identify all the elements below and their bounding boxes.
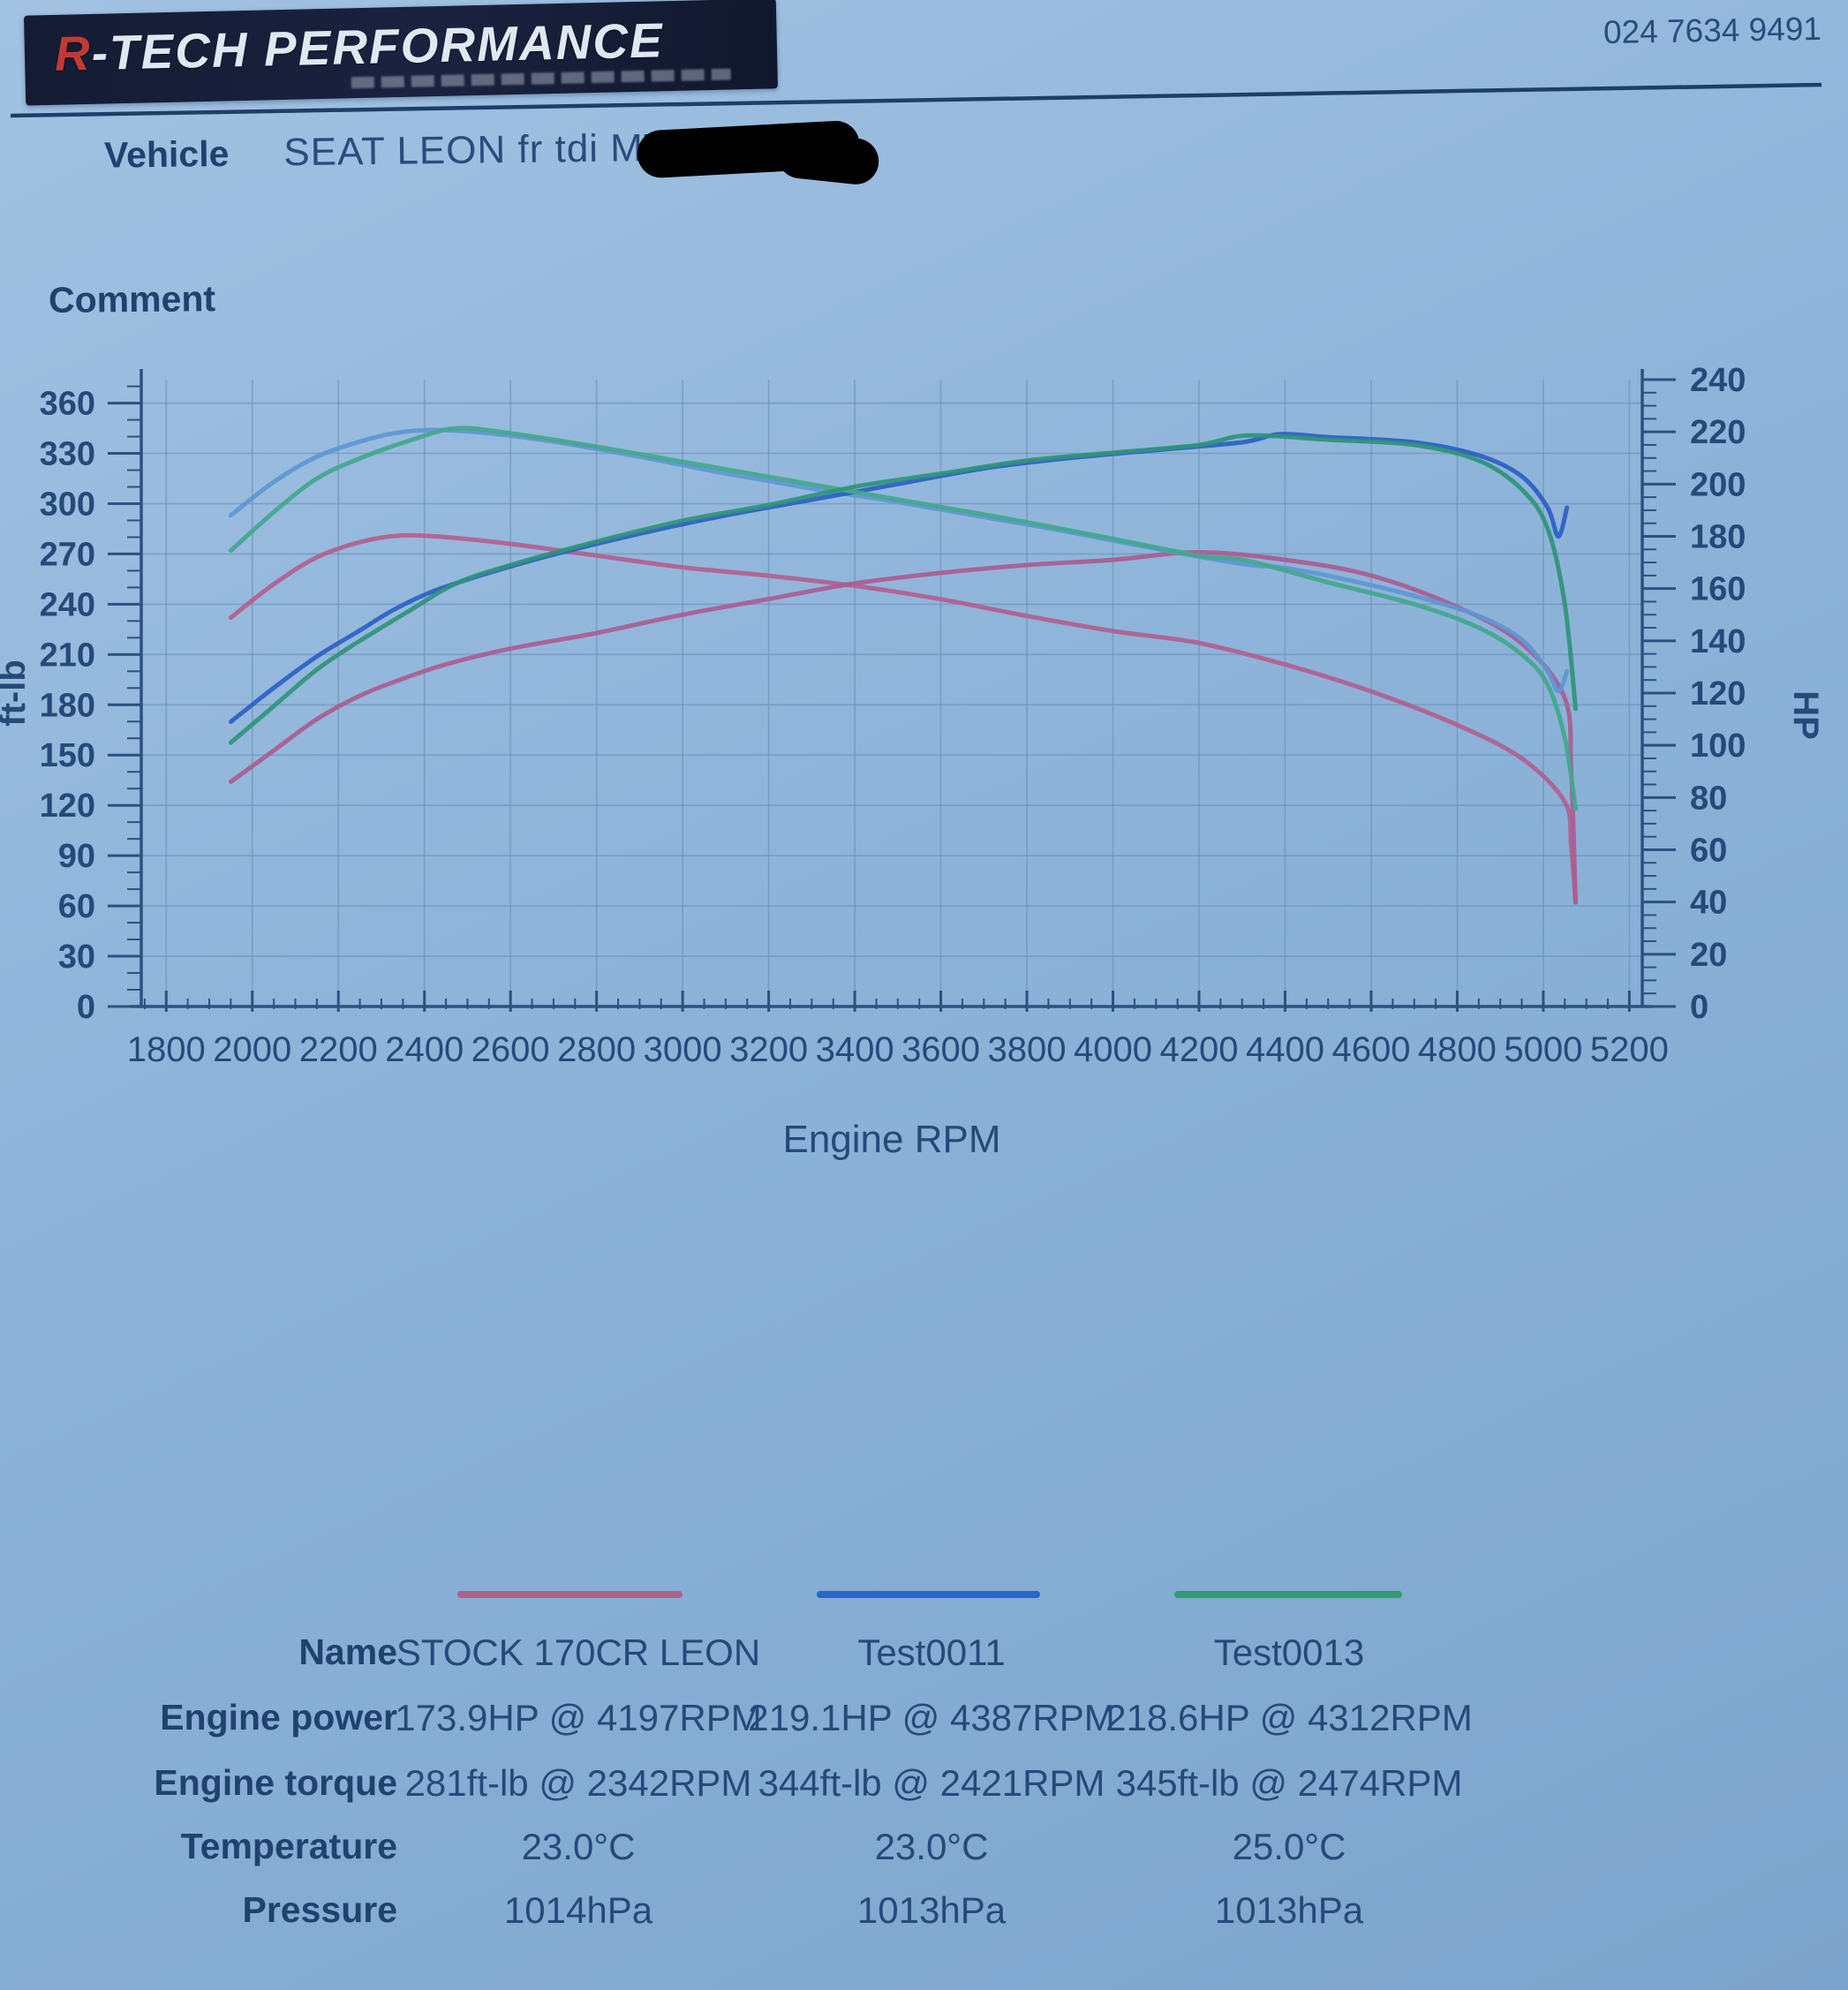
axis-tick-label: 240: [40, 586, 95, 623]
row-label-pressure: Pressure: [242, 1889, 397, 1930]
axis-tick-label: 80: [1690, 780, 1727, 817]
axis-tick-label: 3200: [729, 1030, 808, 1069]
axis-tick-label: 2200: [299, 1030, 378, 1069]
axis-tick-label: 160: [1690, 571, 1746, 608]
axis-tick-label: 210: [40, 637, 95, 674]
pressure-test0011: 1013hPa: [856, 1889, 1007, 1931]
y-axis-right-title: HP: [1786, 690, 1825, 740]
axis-tick-label: 330: [40, 436, 95, 473]
x-axis-title: Engine RPM: [782, 1118, 1000, 1161]
axis-tick-label: 4600: [1331, 1030, 1410, 1069]
axis-tick-label: 1800: [127, 1030, 206, 1069]
axis-tick-label: 60: [58, 888, 95, 925]
axis-tick-label: 20: [1690, 937, 1727, 974]
axis-tick-label: 0: [1690, 989, 1708, 1026]
legend-swatch-test0013: [1174, 1591, 1402, 1598]
axis-tick-label: 2600: [471, 1030, 550, 1069]
axis-tick-label: 300: [40, 486, 95, 523]
axis-tick-label: 140: [1690, 623, 1746, 660]
torque-test0013: 345ft-lb @ 2474RPM: [1115, 1762, 1463, 1804]
axis-tick-label: 30: [58, 938, 95, 976]
row-label-engine-power: Engine power: [160, 1697, 397, 1737]
axis-tick-label: 3400: [816, 1030, 894, 1069]
axis-tick-label: 360: [40, 386, 95, 423]
axis-tick-label: 240: [1690, 362, 1746, 399]
axis-tick-label: 4800: [1418, 1030, 1497, 1069]
row-label-temperature: Temperature: [180, 1826, 397, 1866]
legend-swatch-stock: [457, 1591, 683, 1598]
axis-tick-label: 90: [58, 838, 95, 875]
axis-tick-label: 120: [1690, 675, 1746, 712]
axis-tick-label: 270: [40, 536, 95, 573]
name-test0013: Test0013: [1213, 1632, 1365, 1673]
axis-tick-label: 3800: [988, 1030, 1067, 1069]
torque-test0011: 344ft-lb @ 2421RPM: [758, 1762, 1105, 1804]
pressure-test0013: 1013hPa: [1214, 1889, 1364, 1931]
power-test0013: 218.6HP @ 4312RPM: [1105, 1697, 1473, 1738]
pressure-stock: 1014hPa: [503, 1889, 653, 1931]
redaction-blob: [637, 120, 879, 185]
axis-tick-label: 2400: [385, 1030, 464, 1069]
axis-tick-label: 120: [40, 788, 95, 825]
torque-curve-test0013: [228, 426, 1578, 811]
row-label-engine-torque: Engine torque: [154, 1762, 397, 1803]
power-curve-stock-170cr-leon: [228, 550, 1578, 905]
temperature-stock: 23.0°C: [521, 1826, 636, 1867]
y-axis-left-title: ft-lb: [0, 660, 33, 727]
torque-curve-stock-170cr-leon: [228, 532, 1578, 905]
power-curve-test0013: [228, 433, 1578, 745]
axis-tick-label: 2800: [557, 1030, 636, 1069]
legend-swatch-test0011: [817, 1591, 1040, 1598]
axis-tick-label: 220: [1690, 414, 1746, 451]
legend-swatches: [0, 1591, 1848, 1600]
axis-tick-label: 150: [40, 737, 95, 774]
torque-curve-test0011: [228, 427, 1570, 694]
axis-tick-label: 5000: [1504, 1030, 1582, 1069]
axis-tick-label: 5200: [1590, 1030, 1669, 1069]
axis-tick-label: 40: [1690, 885, 1727, 922]
torque-stock: 281ft-lb @ 2342RPM: [404, 1762, 752, 1804]
axis-tick-label: 200: [1690, 466, 1746, 503]
header-rule: [10, 82, 1822, 118]
axis-tick-label: 60: [1690, 833, 1727, 870]
name-stock: STOCK 170CR LEON: [396, 1632, 761, 1673]
axis-tick-label: 180: [40, 687, 95, 724]
power-test0011: 219.1HP @ 4387RPM: [748, 1697, 1115, 1738]
axis-tick-label: 4400: [1246, 1030, 1324, 1069]
axis-tick-label: 4200: [1160, 1030, 1239, 1069]
axis-tick-label: 180: [1690, 519, 1746, 556]
temperature-test0011: 23.0°C: [874, 1826, 989, 1867]
axis-tick-label: 3600: [901, 1030, 980, 1069]
temperature-test0013: 25.0°C: [1232, 1826, 1346, 1867]
power-stock: 173.9HP @ 4197RPM: [395, 1697, 762, 1738]
axis-tick-label: 4000: [1074, 1030, 1152, 1069]
axis-tick-label: 2000: [213, 1030, 291, 1069]
axis-tick-label: 0: [77, 989, 95, 1026]
name-test0011: Test0011: [857, 1632, 1006, 1673]
row-label-name: Name: [298, 1632, 397, 1672]
power-curve-test0011: [228, 432, 1570, 725]
axis-tick-label: 3000: [644, 1030, 722, 1069]
axis-tick-label: 100: [1690, 727, 1746, 765]
